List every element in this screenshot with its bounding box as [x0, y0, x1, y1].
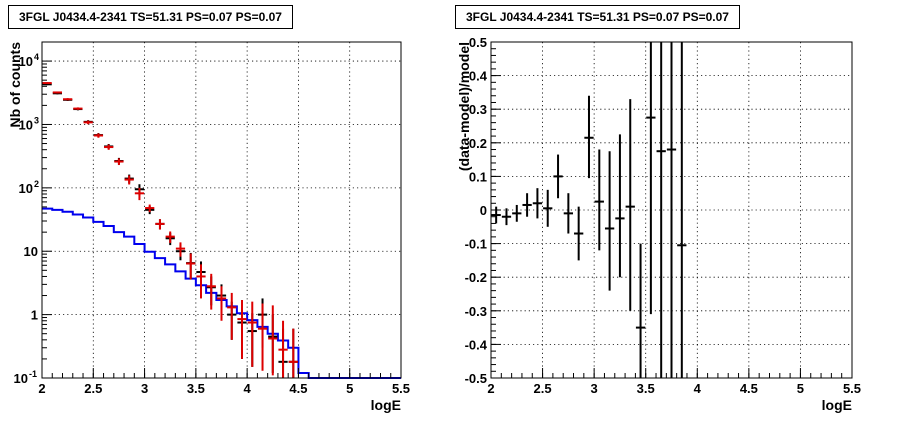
right-y-tick-label: -0.2	[465, 270, 487, 285]
left-y-tick-label: 10	[19, 117, 33, 132]
left-chart-title: 3FGL J0434.4-2341 TS=51.31 PS=0.07 PS=0.…	[8, 5, 293, 29]
left-x-tick-label: 3.5	[187, 381, 205, 396]
right-x-tick-label: 3	[591, 381, 598, 396]
right-x-tick-label: 4.5	[740, 381, 758, 396]
left-x-tick-label: 2.5	[84, 381, 102, 396]
left-y-tick-exponent: 4	[34, 52, 39, 62]
left-plot-area	[42, 42, 401, 378]
left-y-axis-title: Nb of counts	[7, 42, 23, 128]
left-y-tick-exponent: 2	[34, 179, 39, 189]
left-x-tick-label: 5.5	[392, 381, 410, 396]
left-y-tick-label: 10	[19, 181, 33, 196]
right-y-tick-label: -0.4	[465, 337, 488, 352]
left-x-axis-title: logE	[371, 397, 401, 413]
right-y-tick-label: -0.5	[465, 371, 487, 386]
left-x-tick-label: 3	[141, 381, 148, 396]
left-series-2	[42, 82, 298, 378]
right-y-tick-label: -0.1	[465, 237, 487, 252]
left-y-tick-exponent: 3	[34, 115, 39, 125]
right-x-tick-label: 5	[797, 381, 804, 396]
right-y-tick-label: 0.3	[469, 102, 487, 117]
right-y-tick-label: 0.1	[469, 169, 487, 184]
right-y-axis-title: (data-model)/model	[456, 42, 472, 171]
right-y-tick-label: 0	[480, 203, 487, 218]
left-y-tick-label: 10	[24, 244, 38, 259]
left-x-tick-label: 5	[346, 381, 353, 396]
right-x-tick-label: 5.5	[843, 381, 861, 396]
right-x-axis-title: logE	[822, 397, 852, 413]
right-x-tick-label: 4	[694, 381, 702, 396]
left-y-tick-label: 10	[19, 54, 33, 69]
right-y-tick-label: -0.3	[465, 304, 487, 319]
left-y-tick-exponent: -1	[29, 369, 37, 379]
right-y-tick-label: 0.5	[469, 35, 487, 50]
left-x-tick-label: 4.5	[289, 381, 307, 396]
left-x-tick-label: 2	[38, 381, 45, 396]
right-x-tick-label: 3.5	[637, 381, 655, 396]
right-grid	[491, 42, 852, 378]
left-grid	[42, 42, 401, 378]
right-series-0	[491, 42, 687, 378]
left-y-tick-label: 1	[31, 308, 38, 323]
right-x-tick-label: 2.5	[534, 381, 552, 396]
left-x-tick-label: 4	[244, 381, 252, 396]
left-plot-frame	[41, 41, 402, 379]
right-chart-title: 3FGL J0434.4-2341 TS=51.31 PS=0.07 PS=0.…	[455, 5, 740, 29]
right-x-tick-label: 2	[487, 381, 494, 396]
right-y-tick-label: 0.4	[469, 69, 488, 84]
left-y-tick-label: 10	[14, 371, 28, 386]
right-y-tick-label: 0.2	[469, 136, 487, 151]
